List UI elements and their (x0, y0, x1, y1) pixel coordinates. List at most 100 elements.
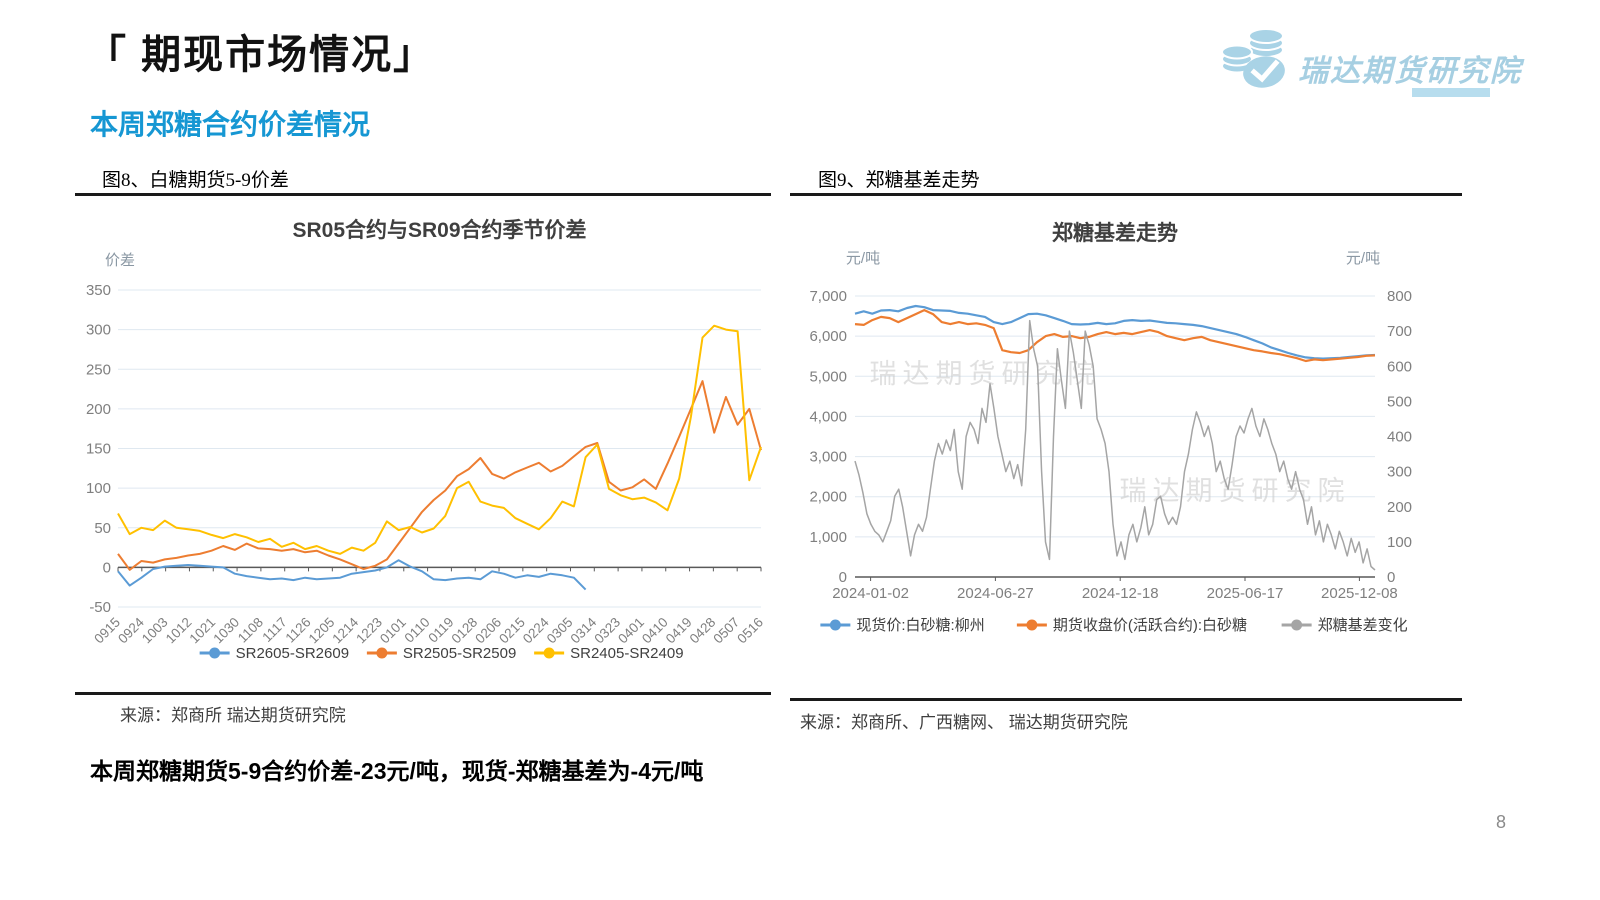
svg-text:SR2405-SR2409: SR2405-SR2409 (570, 645, 683, 662)
svg-text:0401: 0401 (615, 615, 647, 647)
left-axis-unit: 元/吨 (846, 250, 880, 267)
figure8-bottom-rule (75, 692, 771, 695)
svg-text:800: 800 (1387, 288, 1412, 305)
svg-text:0: 0 (839, 569, 847, 586)
svg-text:0516: 0516 (734, 615, 766, 647)
page-title: 「 期现市场情况」 (86, 33, 436, 77)
svg-text:700: 700 (1387, 323, 1412, 340)
svg-text:150: 150 (86, 441, 111, 458)
svg-text:1,000: 1,000 (809, 529, 847, 546)
svg-text:0206: 0206 (472, 615, 504, 647)
svg-text:250: 250 (86, 361, 111, 378)
svg-text:0: 0 (1387, 569, 1395, 586)
svg-text:0924: 0924 (115, 614, 147, 646)
svg-text:6,000: 6,000 (809, 328, 847, 345)
figure9-chart: 7,000 6,000 5,000 4,000 3,000 2,000 1,000 0 800 7… (790, 205, 1462, 675)
right-axis-unit: 元/吨 (1346, 250, 1380, 267)
svg-text:350: 350 (86, 282, 111, 299)
legend-item: SR2405-SR2409 (534, 645, 684, 662)
svg-text:100: 100 (1387, 534, 1412, 551)
chart-title: 郑糖基差走势 (1052, 221, 1178, 245)
conclusion-text: 本周郑糖期货5-9合约价差-23元/吨，现货-郑糖基差为-4元/吨 (90, 758, 704, 784)
svg-text:200: 200 (86, 401, 111, 418)
figure8-top-rule (75, 193, 771, 196)
figure9-label: 图9、郑糖基差走势 (818, 170, 980, 191)
watermark: 瑞达期货研究院 (870, 359, 1101, 389)
svg-text:5,000: 5,000 (809, 368, 847, 385)
svg-text:0419: 0419 (663, 615, 695, 647)
series-line-郑糖基差变化 (854, 319, 1376, 571)
figure8-source: 来源：郑商所 瑞达期货研究院 (120, 706, 346, 725)
svg-text:1021: 1021 (187, 615, 219, 647)
svg-text:0305: 0305 (544, 615, 576, 647)
series-line-SR2405-SR2409 (117, 324, 762, 555)
figure9-source: 来源：郑商所、广西糖网、 瑞达期货研究院 (800, 713, 1128, 732)
svg-text:-50: -50 (89, 599, 111, 616)
svg-text:现货价:白砂糖:柳州: 现货价:白砂糖:柳州 (856, 617, 984, 634)
svg-text:1030: 1030 (210, 615, 242, 647)
legend-item: SR2505-SR2509 (366, 645, 516, 662)
logo-text: 瑞达期货研究院 (1298, 55, 1522, 88)
figure8-label: 图8、白糖期货5-9价差 (102, 170, 289, 191)
svg-text:4,000: 4,000 (809, 408, 847, 425)
svg-text:1214: 1214 (329, 614, 361, 646)
svg-text:2025-06-17: 2025-06-17 (1207, 585, 1284, 602)
svg-text:300: 300 (86, 322, 111, 339)
svg-text:2024-01-02: 2024-01-02 (832, 585, 909, 602)
svg-text:100: 100 (86, 480, 111, 497)
svg-text:SR2505-SR2509: SR2505-SR2509 (403, 645, 516, 662)
svg-text:0323: 0323 (591, 615, 623, 647)
svg-text:1003: 1003 (139, 615, 171, 647)
series-line-SR2605-SR2609 (117, 559, 587, 591)
svg-text:7,000: 7,000 (809, 288, 847, 305)
svg-text:0915: 0915 (91, 615, 123, 647)
svg-text:2,000: 2,000 (809, 489, 847, 506)
figure9-chart-svg: 7,000 6,000 5,000 4,000 3,000 2,000 1,000 0 800 7… (809, 221, 1412, 634)
coins-icon (1221, 28, 1285, 88)
legend-item: 郑糖基差变化 (1281, 617, 1408, 634)
svg-text:200: 200 (1387, 499, 1412, 516)
svg-text:3,000: 3,000 (809, 449, 847, 466)
svg-text:0101: 0101 (377, 615, 409, 647)
svg-text:50: 50 (94, 520, 111, 537)
svg-text:2024-06-27: 2024-06-27 (957, 585, 1034, 602)
legend-item: 期货收盘价(活跃合约):白砂糖 (1016, 616, 1247, 634)
svg-text:0314: 0314 (568, 614, 600, 646)
svg-text:1126: 1126 (283, 615, 314, 646)
svg-text:1108: 1108 (235, 615, 266, 646)
svg-text:0: 0 (103, 559, 111, 576)
figure8-chart-svg: 350 300 250 200 150 100 50 0 -500915092410031012… (86, 218, 766, 662)
svg-text:1205: 1205 (306, 615, 338, 647)
logo (1220, 26, 1294, 90)
svg-text:300: 300 (1387, 464, 1412, 481)
series-line-SR2505-SR2509 (117, 380, 762, 571)
svg-text:0215: 0215 (496, 615, 528, 647)
svg-text:1117: 1117 (259, 615, 289, 645)
svg-text:0428: 0428 (687, 615, 719, 647)
svg-text:0507: 0507 (710, 615, 742, 647)
svg-text:1012: 1012 (163, 615, 195, 647)
watermark: 瑞达期货研究院 (1120, 476, 1351, 506)
svg-text:600: 600 (1387, 358, 1412, 375)
figure8-chart: 350 300 250 200 150 100 50 0 -50 0915 0924 1003 1012… (75, 205, 771, 675)
svg-text:期货收盘价(活跃合约):白砂糖: 期货收盘价(活跃合约):白砂糖 (1053, 616, 1247, 634)
svg-text:SR2605-SR2609: SR2605-SR2609 (236, 645, 349, 662)
legend-item: 现货价:白砂糖:柳州 (820, 617, 985, 634)
svg-text:500: 500 (1387, 393, 1412, 410)
svg-text:0110: 0110 (402, 615, 433, 646)
figure9-top-rule (790, 193, 1462, 196)
svg-text:2025-12-08: 2025-12-08 (1321, 585, 1398, 602)
series-line-现货价:白砂糖:柳州 (854, 304, 1376, 360)
svg-text:0224: 0224 (520, 614, 552, 646)
svg-text:郑糖基差变化: 郑糖基差变化 (1318, 617, 1408, 634)
page-number: 8 (1496, 812, 1507, 832)
legend-item: SR2605-SR2609 (199, 645, 349, 662)
y-axis-unit: 价差 (105, 252, 135, 269)
svg-text:0119: 0119 (425, 615, 456, 646)
logo-underline (1412, 88, 1490, 97)
chart-title: SR05合约与SR09合约季节价差 (292, 218, 586, 242)
svg-text:0410: 0410 (639, 615, 671, 647)
series-line-期货收盘价(活跃合约):白砂糖 (854, 308, 1376, 363)
svg-text:0128: 0128 (448, 615, 480, 647)
svg-text:1223: 1223 (353, 615, 385, 647)
